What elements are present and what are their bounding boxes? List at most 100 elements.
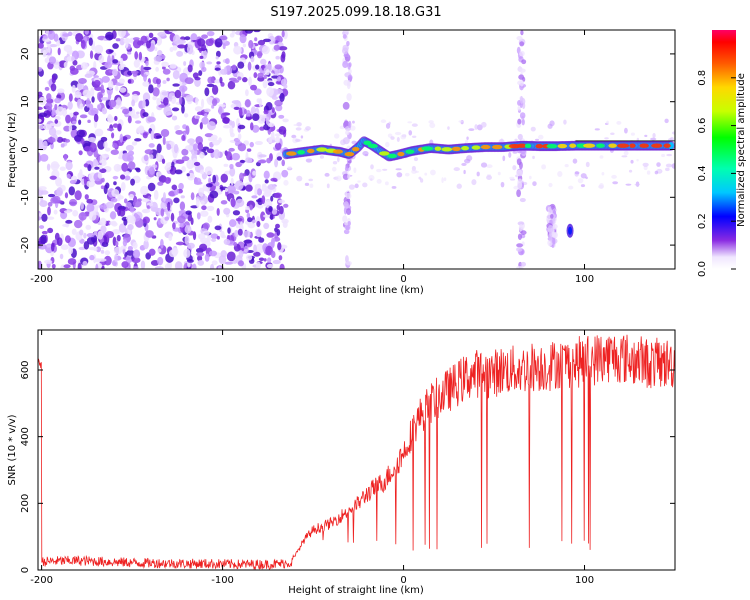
spectrogram-cell (157, 248, 162, 253)
spectrogram-cell (233, 45, 242, 55)
spectrogram-cell (646, 170, 651, 175)
spectrogram-cell (274, 192, 282, 199)
spectrogram-cell (411, 123, 418, 127)
spectrogram-cell (145, 40, 151, 49)
spectrogram-cell (211, 238, 217, 242)
spectrogram-cell (517, 221, 525, 226)
spectrogram-cell (247, 61, 252, 71)
spectrogram-cell (119, 87, 127, 93)
spectrogram-cell (287, 166, 292, 170)
spectrogram-cell (214, 38, 223, 48)
spectrogram-cell (245, 116, 253, 120)
snr-xtick-label: -200 (30, 575, 53, 586)
spectrogram-cell (519, 197, 526, 203)
spectrogram-cell (601, 171, 605, 176)
spectrogram-cell (48, 56, 56, 65)
spectrogram-cell (520, 261, 527, 267)
spectrogram-cell (343, 79, 350, 86)
spectrogram-cell (291, 134, 297, 139)
spectrogram-cell (90, 87, 95, 97)
spectrogram-cell (136, 111, 140, 115)
spectrogram-cell (121, 162, 129, 172)
spectrogram-cell (512, 165, 517, 171)
spectrogram-cell (500, 181, 505, 188)
spectrogram-cell (197, 142, 204, 151)
spectrogram-cell (71, 228, 77, 235)
spectrogram-cell (158, 175, 167, 183)
spectrogram-cell (167, 201, 171, 212)
spectrogram-cell (72, 209, 79, 217)
spectrogram-cell (281, 169, 289, 178)
spectrogram-cell (516, 189, 521, 198)
spectrogram-cell (304, 182, 310, 187)
spectrogram-cell (509, 176, 515, 180)
spectrogram-cell (175, 241, 185, 246)
spectrogram-cell (421, 146, 434, 151)
spectrogram-cell (108, 99, 117, 108)
spectrogram-cell (83, 175, 88, 186)
spectrogram-cell (127, 245, 133, 251)
spectrogram-xtick-label: 0 (400, 274, 406, 285)
spectrogram-cell (237, 260, 244, 267)
spectrogram-cell (181, 148, 189, 156)
spectrogram-cell (130, 215, 136, 225)
spectrogram-cell (224, 187, 229, 193)
spectrogram-cell (267, 35, 276, 45)
spectrogram-cell (253, 251, 261, 257)
spectrogram-cell (38, 186, 47, 191)
snr-series-line (38, 334, 675, 570)
spectrogram-cell (606, 120, 609, 125)
spectrogram-cell (103, 255, 112, 266)
spectrogram-cell (266, 157, 272, 164)
spectrogram-cell (451, 146, 461, 152)
spectrogram-cell (130, 178, 135, 186)
spectrogram-cell (441, 147, 453, 152)
spectrogram-cell (200, 210, 209, 217)
spectrogram-cell (115, 38, 121, 42)
spectrogram-cell (94, 44, 104, 54)
spectrogram-cell (245, 89, 249, 97)
spectrogram-cell (156, 97, 161, 106)
spectrogram-cell (72, 120, 77, 125)
spectrogram-cell (154, 266, 164, 269)
spectrogram-cell (135, 168, 141, 173)
spectrogram-cell (229, 167, 236, 177)
spectrogram-cell (255, 64, 260, 70)
spectrogram-cell (128, 194, 135, 199)
spectrogram-cell (518, 161, 523, 170)
spectrogram-cell (38, 66, 43, 72)
spectrogram-cell (171, 107, 180, 112)
spectrogram-cell (77, 262, 82, 269)
spectrogram-cell (502, 155, 506, 162)
spectrogram-cell (101, 107, 108, 115)
spectrogram-cell (634, 183, 640, 186)
spectrogram-cell (68, 124, 73, 133)
spectrogram-cell (274, 99, 283, 107)
spectrogram-cell (211, 260, 218, 266)
spectrogram-cell (47, 137, 56, 143)
spectrogram-cell (42, 35, 48, 39)
spectrogram-cell (195, 198, 200, 208)
spectrogram-cell (308, 178, 314, 182)
spectrogram-cell (64, 138, 71, 143)
spectrogram-cell (628, 169, 633, 173)
spectrogram-cell (161, 61, 169, 67)
spectrogram-cell (179, 222, 185, 228)
spectrogram-cell (255, 243, 265, 254)
spectrogram-cell (242, 77, 248, 83)
spectrogram-cell (104, 61, 113, 69)
spectrogram-cell (580, 184, 586, 188)
spectrogram-cell (202, 230, 210, 236)
spectrogram-cell (277, 242, 282, 251)
spectrogram-cell (206, 83, 215, 88)
spectrogram-cell (226, 251, 236, 262)
spectrogram-cell (38, 106, 43, 111)
spectrogram-cell (263, 109, 269, 115)
spectrogram-cell (177, 39, 186, 44)
spectrogram-cell (248, 40, 254, 49)
spectrogram-cell (168, 234, 173, 242)
spectrogram-cell (134, 138, 142, 142)
spectrogram-cell (643, 165, 648, 171)
spectrogram-cell (671, 131, 675, 135)
spectrogram-cell (235, 217, 243, 222)
